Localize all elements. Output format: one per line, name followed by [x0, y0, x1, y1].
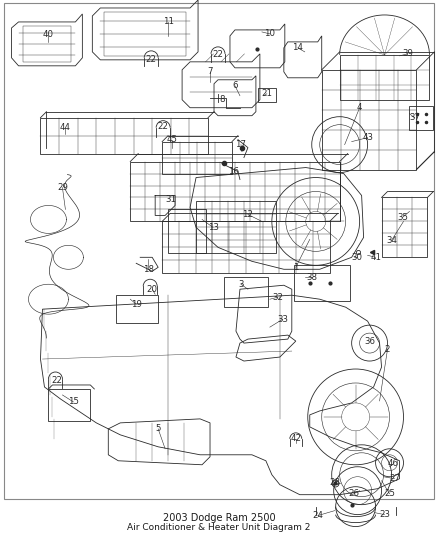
Text: 29: 29 — [57, 183, 68, 192]
Bar — [22, 26, 71, 62]
Bar — [130, 161, 340, 221]
Text: 35: 35 — [397, 213, 408, 222]
Bar — [162, 221, 330, 273]
Text: 19: 19 — [131, 300, 141, 309]
Text: 45: 45 — [166, 135, 178, 144]
Text: 22: 22 — [212, 50, 223, 59]
Text: 43: 43 — [362, 133, 373, 142]
Text: 26: 26 — [348, 489, 359, 498]
Text: 24: 24 — [312, 511, 323, 520]
Bar — [258, 88, 276, 102]
Text: 33: 33 — [277, 314, 288, 324]
Text: 36: 36 — [364, 336, 375, 345]
Text: 22: 22 — [158, 122, 169, 131]
Text: 44: 44 — [60, 123, 71, 132]
Text: 41: 41 — [370, 253, 381, 262]
Bar — [224, 277, 268, 307]
Text: 38: 38 — [306, 273, 317, 282]
Bar — [168, 209, 206, 253]
Bar — [196, 201, 276, 253]
Bar — [322, 70, 417, 169]
Text: 17: 17 — [236, 140, 247, 149]
Text: 42: 42 — [290, 434, 301, 443]
Text: 23: 23 — [379, 510, 390, 519]
Text: 3: 3 — [238, 280, 244, 289]
Bar — [40, 118, 208, 154]
Text: 12: 12 — [242, 210, 254, 219]
Text: 2: 2 — [385, 344, 390, 353]
Text: 39: 39 — [402, 50, 413, 58]
Text: 31: 31 — [166, 195, 177, 204]
Text: 21: 21 — [261, 89, 272, 98]
Text: 22: 22 — [146, 55, 157, 64]
Text: 7: 7 — [207, 67, 213, 76]
Bar — [104, 12, 186, 56]
Text: 16: 16 — [229, 167, 240, 176]
Text: Air Conditioner & Heater Unit Diagram 2: Air Conditioner & Heater Unit Diagram 2 — [127, 523, 311, 532]
Text: 46: 46 — [388, 459, 399, 469]
Text: 1: 1 — [293, 263, 299, 272]
Text: 28: 28 — [329, 478, 340, 487]
Text: 14: 14 — [292, 43, 303, 52]
Text: 8: 8 — [219, 95, 225, 104]
Text: 40: 40 — [43, 30, 54, 39]
Text: 6: 6 — [232, 81, 238, 90]
Text: 20: 20 — [147, 285, 158, 294]
Text: 10: 10 — [265, 29, 276, 38]
Text: 25: 25 — [384, 489, 395, 498]
Text: 27: 27 — [389, 474, 400, 483]
Text: 13: 13 — [208, 223, 219, 232]
Text: 4: 4 — [357, 103, 362, 112]
Text: 22: 22 — [51, 376, 62, 385]
Text: 2003 Dodge Ram 2500: 2003 Dodge Ram 2500 — [162, 513, 276, 523]
Bar — [410, 106, 434, 130]
Bar — [162, 142, 232, 174]
Text: 5: 5 — [155, 424, 161, 433]
Text: 30: 30 — [351, 253, 362, 262]
Text: 37: 37 — [409, 113, 420, 122]
Text: 15: 15 — [68, 398, 79, 407]
Bar — [116, 295, 158, 323]
Bar — [381, 197, 427, 257]
Bar — [49, 389, 90, 421]
Bar — [340, 55, 429, 100]
Text: 18: 18 — [143, 265, 154, 274]
Bar — [294, 265, 350, 301]
Text: 32: 32 — [272, 293, 283, 302]
Text: 34: 34 — [386, 236, 397, 245]
Text: 11: 11 — [162, 18, 173, 27]
